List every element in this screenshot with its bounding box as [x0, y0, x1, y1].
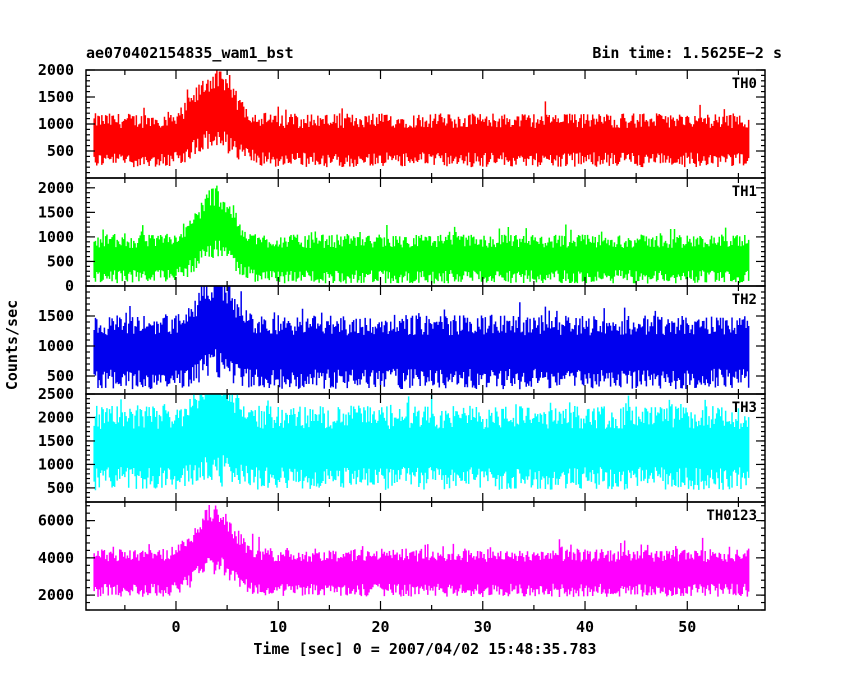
y-tick-label: 500	[47, 479, 74, 497]
panel-label-th3: TH3	[732, 400, 757, 416]
x-tick-label: 0	[171, 618, 180, 636]
series-th3	[93, 394, 750, 491]
y-tick-label: 2000	[38, 408, 74, 426]
series-th0	[93, 70, 750, 168]
panel-label-th2: TH2	[732, 292, 757, 308]
y-tick-label: 1500	[38, 432, 74, 450]
x-tick-label: 50	[678, 618, 696, 636]
panel-th1: 0 500 1000 1500 2000 TH1	[38, 177, 766, 295]
y-tick-label: 0	[65, 277, 74, 295]
panel-th0123: 2000 4000 6000 TH0123	[38, 501, 766, 611]
y-tick-label: 6000	[38, 512, 74, 530]
y-tick-label: 1000	[38, 115, 74, 133]
y-tick-label: 500	[47, 252, 74, 270]
series-th2	[93, 286, 750, 390]
x-axis: 0 10 20 30 40 50	[171, 618, 696, 636]
y-tick-label: 2000	[38, 586, 74, 604]
y-tick-label: 1500	[38, 88, 74, 106]
x-axis-label: Time [sec] 0 = 2007/04/02 15:48:35.783	[253, 640, 596, 658]
panel-label-th0: TH0	[732, 76, 757, 92]
y-tick-label: 1500	[38, 203, 74, 221]
y-tick-label: 4000	[38, 549, 74, 567]
x-tick-label: 20	[371, 618, 389, 636]
y-tick-label: 2000	[38, 179, 74, 197]
bin-time-label: Bin time: 1.5625E−2 s	[592, 44, 782, 62]
series-th1	[93, 185, 750, 284]
y-tick-label: 2500	[38, 385, 74, 403]
panel-frame	[85, 501, 766, 611]
x-tick-label: 10	[269, 618, 287, 636]
panels: 500 1000 1500 2000 TH0 0 500 1000 1500 2000 TH1 500…	[38, 61, 766, 611]
y-tick-label: 500	[47, 367, 74, 385]
x-tick-label: 40	[576, 618, 594, 636]
y-axis-label: Counts/sec	[3, 300, 21, 390]
y-tick-label: 1500	[38, 307, 74, 325]
chart-title: ae070402154835_wam1_bst	[86, 44, 294, 62]
y-tick-label: 1000	[38, 337, 74, 355]
panel-label-th1: TH1	[732, 184, 757, 200]
y-tick-label: 500	[47, 142, 74, 160]
x-tick-label: 30	[474, 618, 492, 636]
y-tick-label: 2000	[38, 61, 74, 79]
panel-th2: 500 1000 1500 TH2	[38, 285, 766, 395]
panel-th0: 500 1000 1500 2000 TH0	[38, 61, 766, 179]
y-tick-label: 1000	[38, 228, 74, 246]
y-tick-label: 1000	[38, 455, 74, 473]
panel-th3: 500 1000 1500 2000 2500 TH3	[38, 385, 766, 503]
panel-label-th0123: TH0123	[706, 508, 757, 524]
series-th0123	[93, 505, 750, 597]
